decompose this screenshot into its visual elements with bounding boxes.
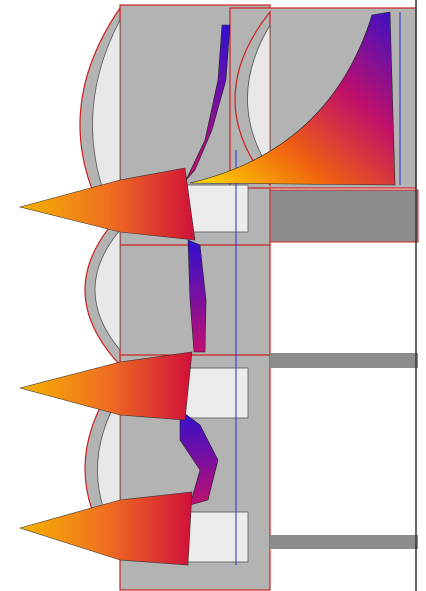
result-fan: [20, 352, 192, 420]
opening: [180, 368, 248, 418]
beam: [270, 353, 418, 368]
structure-view: [0, 0, 426, 591]
beam: [270, 535, 418, 549]
beam: [270, 190, 418, 242]
page: [0, 0, 426, 591]
